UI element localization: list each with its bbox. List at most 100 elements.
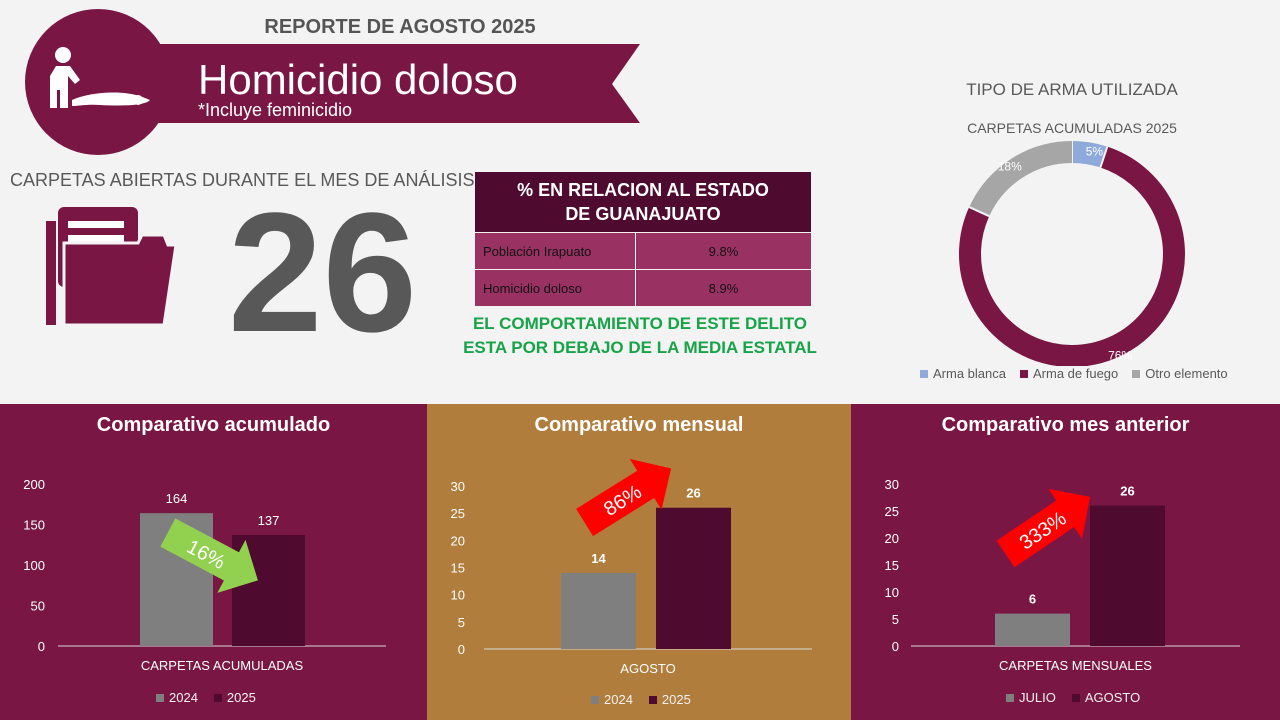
state-relation-heading-line2: DE GUANAJUATO: [565, 204, 721, 224]
legend-label: 2025: [226, 690, 256, 705]
donut-title: TIPO DE ARMA UTILIZADA: [966, 80, 1178, 99]
bar: [656, 507, 731, 649]
bar-data-label: 6: [1029, 592, 1036, 607]
y-tick-label: 100: [23, 558, 45, 573]
chart-legend: 2024 2025: [156, 690, 256, 705]
legend-item: 2025: [648, 692, 691, 707]
panel-title: Comparativo mes anterior: [941, 414, 1190, 436]
donut-data-label: 5%: [1086, 144, 1104, 158]
legend-swatch: [1006, 693, 1014, 702]
y-tick-label: 5: [892, 612, 899, 627]
legend-item: Otro elemento: [1132, 366, 1228, 381]
row-label: Homicidio doloso: [474, 269, 636, 307]
state-relation-heading-line1: % EN RELACION AL ESTADO: [517, 180, 769, 200]
chart-legend: JULIO AGOSTO: [1006, 690, 1140, 705]
y-tick-label: 20: [451, 533, 465, 548]
y-tick-label: 30: [885, 477, 899, 492]
legend-item: Arma de fuego: [1019, 366, 1119, 381]
slice-separator: [968, 206, 990, 218]
chart-legend: 2024 2025: [591, 692, 691, 707]
legend-label: 2024: [604, 692, 633, 707]
legend-swatch: [648, 695, 657, 704]
legend-label: Arma blanca: [933, 366, 1006, 381]
legend-swatch: [591, 695, 599, 704]
y-tick-label: 15: [885, 558, 899, 573]
behavior-statement: EL COMPORTAMIENTO DE ESTE DELITO ESTA PO…: [455, 312, 825, 360]
previous-month-chart: 0 5 10 15 20 25 30 CARPETAS MENSUALES 6 26 333%: [885, 477, 1240, 673]
y-tick-label: 10: [451, 588, 465, 603]
table-row: Población Irapuato 9.8%: [474, 232, 812, 270]
legend-label: AGOSTO: [1084, 690, 1141, 705]
bar: [995, 613, 1070, 646]
legend-label: Arma de fuego: [1032, 366, 1119, 381]
bar-data-label: 137: [258, 513, 280, 528]
behavior-line1: EL COMPORTAMIENTO DE ESTE DELITO: [472, 314, 808, 333]
y-tick-label: 5: [458, 615, 465, 630]
donut-legend: Arma blanca Arma de fuego Otro elemento: [920, 366, 1228, 381]
x-category-label: CARPETAS ACUMULADAS: [141, 658, 304, 673]
increase-arrow-icon: 333%: [996, 488, 1091, 568]
donut-data-label: 76%: [1108, 349, 1132, 363]
weapon-donut-chart: 5% 76% 18%: [959, 141, 1185, 366]
bar-data-label: 26: [686, 486, 700, 501]
legend-swatch: [1132, 369, 1141, 378]
state-relation-table: % EN RELACION AL ESTADO DE GUANAJUATO Po…: [474, 171, 812, 307]
legend-item: 2024: [156, 690, 198, 705]
y-tick-label: 0: [458, 642, 465, 657]
y-tick-label: 0: [38, 639, 45, 654]
legend-swatch: [213, 693, 222, 702]
donut-slice: [959, 146, 1185, 366]
table-row: Homicidio doloso 8.9%: [474, 269, 812, 307]
y-tick-label: 15: [451, 561, 465, 576]
legend-item: JULIO: [1006, 690, 1056, 705]
y-tick-label: 200: [23, 477, 45, 492]
panel-monthly: Comparativo mensual 0 5 10 15 20 25 30 AGOSTO 14…: [427, 404, 851, 720]
y-tick-label: 10: [885, 585, 899, 600]
panel-title: Comparativo mensual: [534, 414, 744, 436]
y-tick-label: 30: [451, 479, 465, 494]
y-tick-label: 25: [885, 504, 899, 519]
crime-title: Homicidio doloso: [198, 56, 518, 103]
donut-subtitle: CARPETAS ACUMULADAS 2025: [967, 120, 1177, 136]
y-tick-label: 20: [885, 531, 899, 546]
legend-swatch: [1019, 369, 1028, 378]
bar-data-label: 26: [1120, 484, 1134, 499]
bar-data-label: 14: [591, 551, 606, 566]
legend-swatch: [920, 369, 928, 378]
title-banner: [25, 9, 640, 155]
legend-label: 2025: [661, 692, 691, 707]
bar-data-label: 164: [166, 491, 188, 506]
legend-label: Otro elemento: [1145, 366, 1228, 381]
bar: [561, 572, 636, 649]
row-label: Población Irapuato: [474, 232, 636, 270]
panel-previous-month: Comparativo mes anterior 0 5 10 15 20 25 30 CAR…: [851, 404, 1280, 720]
folder-icon: [46, 207, 178, 327]
legend-label: JULIO: [1019, 690, 1056, 705]
panel-cumulative: Comparativo acumulado 0 50 100 150 200 CARPET…: [0, 404, 427, 720]
legend-swatch: [1071, 693, 1080, 702]
row-value: 9.8%: [635, 232, 812, 270]
legend-label: 2024: [169, 690, 198, 705]
behavior-line2: ESTA POR DEBAJO DE LA MEDIA ESTATAL: [463, 338, 817, 357]
monthly-cases-label: CARPETAS ABIERTAS DURANTE EL MES DE ANÁL…: [10, 170, 475, 190]
y-tick-label: 0: [892, 639, 899, 654]
donut-data-label: 18%: [998, 160, 1022, 174]
y-tick-label: 25: [451, 506, 465, 521]
crime-scene-icon: [50, 47, 150, 108]
x-category-label: CARPETAS MENSUALES: [999, 658, 1152, 673]
state-relation-heading: % EN RELACION AL ESTADO DE GUANAJUATO: [474, 171, 812, 233]
slice-separator: [1099, 146, 1109, 168]
x-category-label: AGOSTO: [620, 661, 675, 676]
row-value: 8.9%: [635, 269, 812, 307]
legend-item: AGOSTO: [1071, 690, 1141, 705]
report-title: REPORTE DE AGOSTO 2025: [264, 16, 536, 38]
bar: [1090, 505, 1165, 646]
crime-note: *Incluye feminicidio: [198, 100, 353, 120]
y-tick-label: 50: [31, 599, 45, 614]
y-tick-label: 150: [23, 518, 45, 533]
legend-item: 2024: [591, 692, 633, 707]
panel-title: Comparativo acumulado: [96, 414, 331, 436]
legend-swatch: [156, 693, 164, 702]
donut-slice: [969, 141, 1073, 217]
